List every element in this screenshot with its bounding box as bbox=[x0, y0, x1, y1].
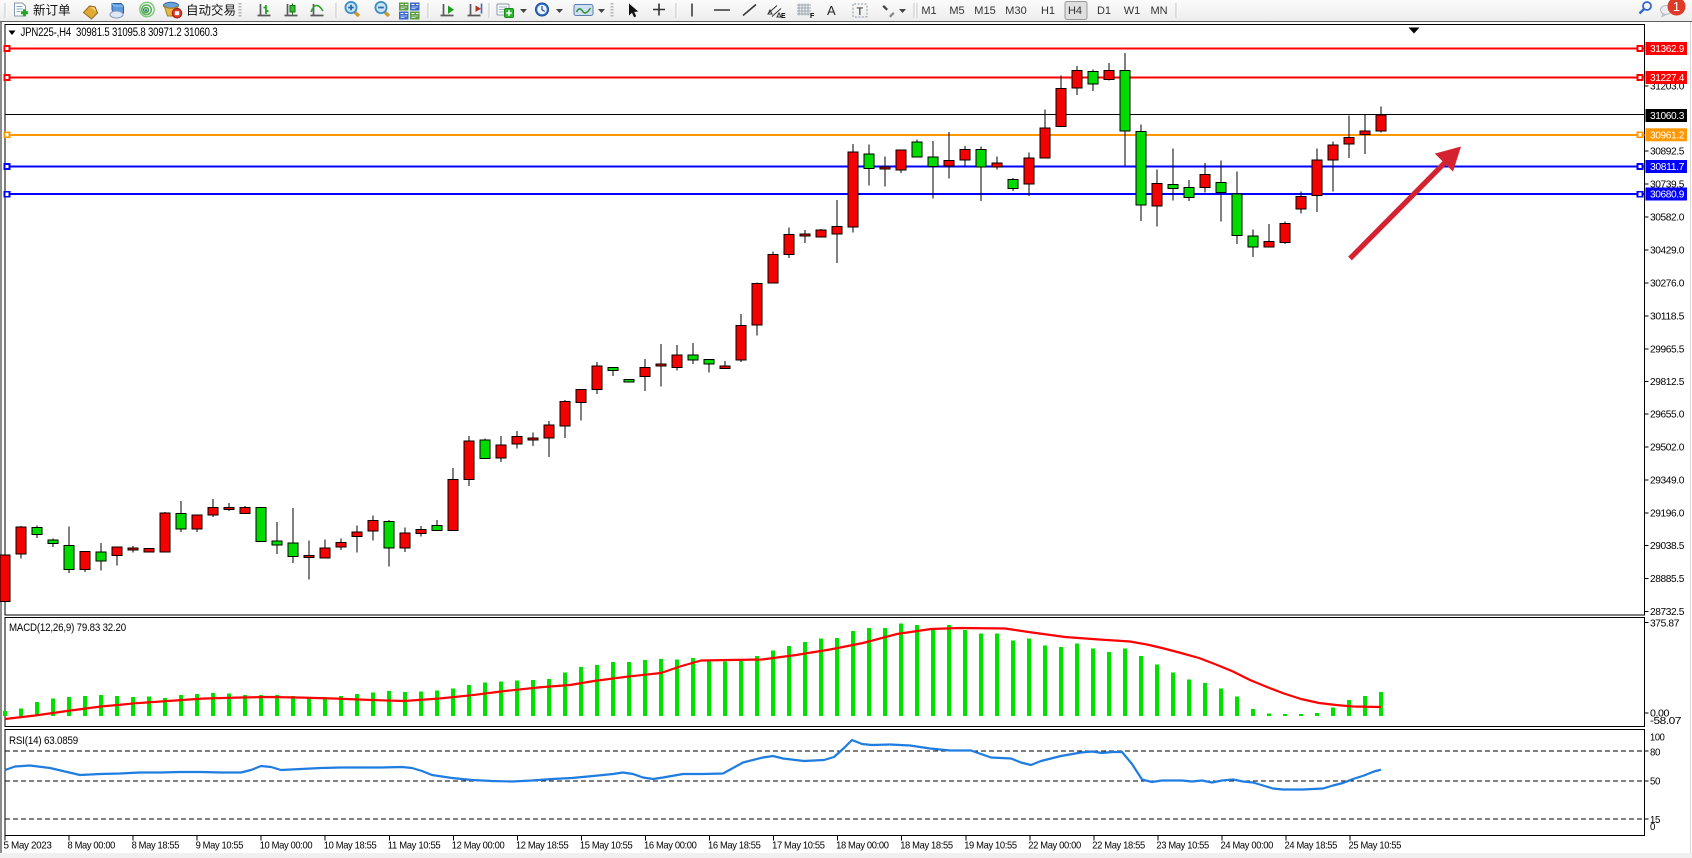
svg-text:15: 15 bbox=[1650, 814, 1661, 826]
svg-text:RSI(14) 63.0859: RSI(14) 63.0859 bbox=[9, 735, 78, 747]
svg-text:30961.2: 30961.2 bbox=[1650, 130, 1685, 142]
svg-text:H4: H4 bbox=[1068, 5, 1082, 17]
svg-text:10 May 18:55: 10 May 18:55 bbox=[324, 840, 377, 852]
svg-text:50: 50 bbox=[1650, 776, 1661, 788]
svg-text:T: T bbox=[857, 6, 864, 18]
svg-text:22 May 18:55: 22 May 18:55 bbox=[1092, 840, 1145, 852]
svg-text:30680.9: 30680.9 bbox=[1650, 189, 1685, 201]
svg-text:80: 80 bbox=[1650, 746, 1661, 758]
svg-text:W1: W1 bbox=[1124, 5, 1141, 17]
svg-text:100: 100 bbox=[1650, 732, 1665, 744]
svg-text:9 May 10:55: 9 May 10:55 bbox=[196, 840, 244, 852]
svg-text:17 May 10:55: 17 May 10:55 bbox=[772, 840, 825, 852]
svg-text:16 May 18:55: 16 May 18:55 bbox=[708, 840, 761, 852]
svg-text:16 May 00:00: 16 May 00:00 bbox=[644, 840, 697, 852]
svg-text:19 May 10:55: 19 May 10:55 bbox=[964, 840, 1017, 852]
svg-text:29038.5: 29038.5 bbox=[1650, 540, 1685, 552]
svg-text:31227.4: 31227.4 bbox=[1650, 72, 1685, 84]
svg-text:29196.0: 29196.0 bbox=[1650, 508, 1685, 520]
svg-text:28732.5: 28732.5 bbox=[1650, 606, 1685, 618]
svg-text:24 May 00:00: 24 May 00:00 bbox=[1221, 840, 1274, 852]
svg-text:24 May 18:55: 24 May 18:55 bbox=[1285, 840, 1338, 852]
svg-text:29502.0: 29502.0 bbox=[1650, 442, 1685, 454]
svg-text:M5: M5 bbox=[949, 5, 964, 17]
svg-text:A: A bbox=[827, 3, 836, 18]
svg-text:D1: D1 bbox=[1097, 5, 1111, 17]
svg-text:28885.5: 28885.5 bbox=[1650, 573, 1685, 585]
svg-text:F: F bbox=[810, 13, 815, 20]
svg-text:12 May 00:00: 12 May 00:00 bbox=[452, 840, 505, 852]
svg-text:18 May 18:55: 18 May 18:55 bbox=[900, 840, 953, 852]
svg-text:8 May 18:55: 8 May 18:55 bbox=[132, 840, 180, 852]
svg-text:18 May 00:00: 18 May 00:00 bbox=[836, 840, 889, 852]
svg-text:30118.5: 30118.5 bbox=[1650, 311, 1685, 323]
svg-text:29812.5: 29812.5 bbox=[1650, 376, 1685, 388]
svg-text:MN: MN bbox=[1150, 5, 1167, 17]
svg-text:0.00: 0.00 bbox=[1650, 708, 1670, 720]
svg-text:MACD(12,26,9) 79.83 32.20: MACD(12,26,9) 79.83 32.20 bbox=[9, 622, 126, 634]
svg-text:8 May 00:00: 8 May 00:00 bbox=[68, 840, 116, 852]
svg-text:30811.7: 30811.7 bbox=[1650, 161, 1685, 173]
svg-text:31060.3: 31060.3 bbox=[1650, 110, 1685, 122]
svg-text:30429.0: 30429.0 bbox=[1650, 245, 1685, 257]
svg-text:5 May 2023: 5 May 2023 bbox=[4, 840, 53, 852]
svg-text:JPN225-,H4 30981.5 31095.8 30: JPN225-,H4 30981.5 31095.8 30971.2 31060… bbox=[21, 27, 218, 39]
svg-text:30582.0: 30582.0 bbox=[1650, 212, 1685, 224]
svg-text:29965.5: 29965.5 bbox=[1650, 344, 1685, 356]
svg-text:0: 0 bbox=[1650, 821, 1656, 833]
svg-text:12 May 18:55: 12 May 18:55 bbox=[516, 840, 569, 852]
svg-text:31362.9: 31362.9 bbox=[1650, 43, 1685, 55]
svg-text:H1: H1 bbox=[1041, 5, 1055, 17]
svg-text:25 May 10:55: 25 May 10:55 bbox=[1349, 840, 1402, 852]
svg-text:29349.0: 29349.0 bbox=[1650, 475, 1685, 487]
svg-text:15 May 10:55: 15 May 10:55 bbox=[580, 840, 633, 852]
svg-text:1: 1 bbox=[1673, 0, 1680, 14]
svg-text:22 May 00:00: 22 May 00:00 bbox=[1028, 840, 1081, 852]
svg-text:M15: M15 bbox=[974, 5, 995, 17]
svg-text:-58.07: -58.07 bbox=[1650, 715, 1682, 727]
svg-text:30892.5: 30892.5 bbox=[1650, 146, 1685, 158]
svg-text:M1: M1 bbox=[921, 5, 936, 17]
svg-text:新订单: 新订单 bbox=[33, 3, 71, 18]
svg-text:375.87: 375.87 bbox=[1650, 617, 1680, 629]
svg-text:11 May 10:55: 11 May 10:55 bbox=[388, 840, 441, 852]
svg-text:自动交易: 自动交易 bbox=[186, 3, 236, 18]
svg-text:M30: M30 bbox=[1005, 5, 1026, 17]
svg-text:30276.0: 30276.0 bbox=[1650, 278, 1685, 290]
svg-text:10 May 00:00: 10 May 00:00 bbox=[260, 840, 313, 852]
svg-text:23 May 10:55: 23 May 10:55 bbox=[1156, 840, 1209, 852]
svg-text:E: E bbox=[781, 13, 786, 20]
svg-text:29655.0: 29655.0 bbox=[1650, 409, 1685, 421]
